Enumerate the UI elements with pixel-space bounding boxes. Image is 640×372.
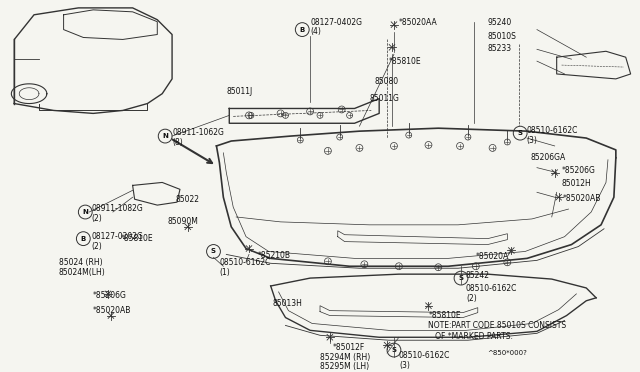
Text: *85020AB: *85020AB (93, 306, 132, 315)
Text: *85020A: *85020A (476, 253, 509, 262)
Text: 85024 (RH): 85024 (RH) (59, 259, 102, 267)
Text: (8): (8) (172, 138, 183, 147)
Text: 85080: 85080 (374, 77, 398, 86)
Text: (2): (2) (92, 214, 102, 223)
Text: (1): (1) (220, 268, 230, 277)
Text: *85810E: *85810E (389, 57, 422, 66)
Text: 85022: 85022 (175, 195, 199, 204)
Text: 08127-0402G: 08127-0402G (310, 18, 362, 27)
Text: 85013H: 85013H (273, 299, 303, 308)
Text: 85294M (RH): 85294M (RH) (320, 353, 371, 362)
Text: 85233: 85233 (488, 44, 512, 53)
Text: B: B (300, 26, 305, 33)
Text: N: N (83, 209, 88, 215)
Text: *85210B: *85210B (258, 251, 291, 260)
Text: 85242: 85242 (466, 271, 490, 280)
Text: S: S (458, 275, 463, 281)
Text: (2): (2) (92, 241, 102, 251)
Text: 08911-1062G: 08911-1062G (172, 128, 224, 137)
Text: N: N (162, 133, 168, 139)
Text: *85810E: *85810E (428, 311, 461, 320)
Text: NOTE:PART CODE 85010S CONSISTS: NOTE:PART CODE 85010S CONSISTS (428, 321, 566, 330)
Text: S: S (392, 347, 396, 353)
Text: 08510-6162C: 08510-6162C (399, 351, 451, 360)
Text: 85090M: 85090M (167, 217, 198, 226)
Text: 08127-0202G: 08127-0202G (92, 232, 143, 241)
Text: (3): (3) (526, 136, 537, 145)
Text: 85011J: 85011J (227, 87, 253, 96)
Text: ^850*000?: ^850*000? (488, 350, 527, 356)
Text: *85206G: *85206G (562, 166, 595, 175)
Text: 85011G: 85011G (369, 94, 399, 103)
Text: S: S (211, 248, 216, 254)
Text: 08510-6162C: 08510-6162C (220, 259, 271, 267)
Text: *85020AA: *85020AA (399, 18, 438, 27)
Text: (2): (2) (466, 294, 477, 303)
Text: B: B (81, 235, 86, 242)
Text: *85012F: *85012F (333, 343, 365, 352)
Text: (4): (4) (310, 27, 321, 36)
Text: 85295M (LH): 85295M (LH) (320, 362, 369, 371)
Text: *85206G: *85206G (93, 291, 127, 300)
Text: 95240: 95240 (488, 18, 512, 27)
Text: *85810E: *85810E (121, 234, 154, 243)
Text: 85024M(LH): 85024M(LH) (59, 268, 106, 277)
Text: *85020AB: *85020AB (563, 194, 601, 203)
Text: 08911-1082G: 08911-1082G (92, 204, 143, 213)
Text: OF *MARKED PARTS.: OF *MARKED PARTS. (428, 332, 513, 341)
Text: 85012H: 85012H (562, 179, 591, 189)
Text: 08510-6162C: 08510-6162C (466, 284, 517, 293)
Text: (3): (3) (399, 361, 410, 370)
Text: S: S (518, 130, 523, 136)
Text: 85010S: 85010S (488, 32, 516, 41)
Text: 85206GA: 85206GA (530, 153, 565, 162)
Text: 08510-6162C: 08510-6162C (526, 126, 577, 135)
